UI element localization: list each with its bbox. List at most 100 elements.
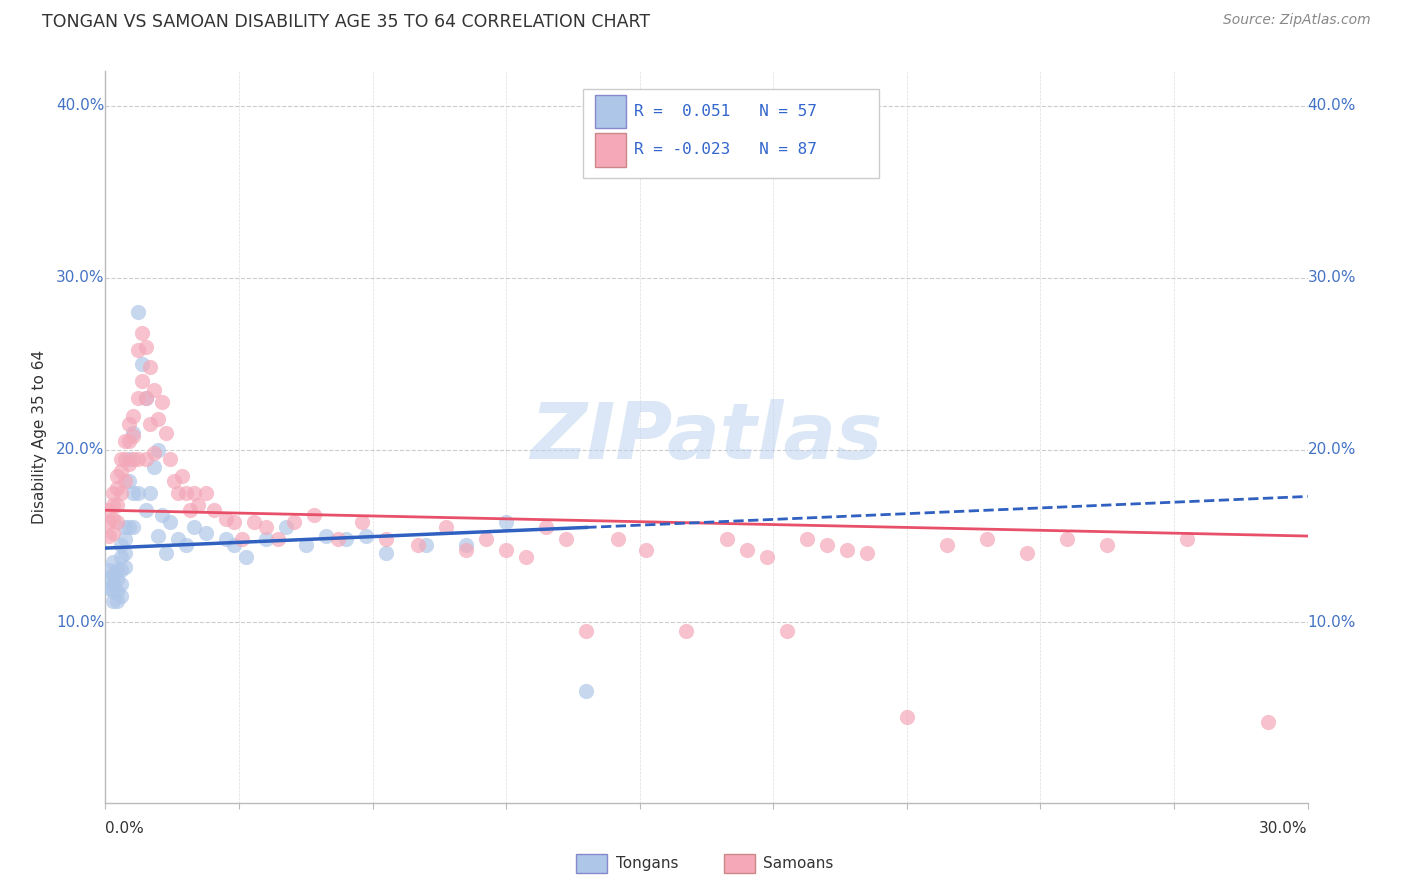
Point: [1097, 538, 1119, 552]
Point: [495, 542, 517, 557]
Point: [315, 529, 337, 543]
Point: [335, 533, 357, 547]
Point: [194, 525, 217, 540]
Text: ZIPatlas: ZIPatlas: [530, 399, 883, 475]
Point: [187, 498, 209, 512]
Point: [159, 516, 181, 530]
Point: [103, 486, 125, 500]
Point: [114, 451, 136, 466]
Point: [127, 343, 149, 358]
Point: [110, 464, 132, 478]
Text: Tongans: Tongans: [616, 856, 678, 871]
Point: [138, 360, 160, 375]
Point: [127, 486, 149, 500]
Point: [98, 564, 121, 578]
Point: [166, 533, 188, 547]
Point: [254, 533, 277, 547]
Point: [114, 533, 136, 547]
Point: [495, 516, 517, 530]
Point: [155, 425, 177, 440]
Point: [107, 468, 129, 483]
Point: [214, 533, 236, 547]
Point: [354, 529, 377, 543]
Point: [114, 546, 136, 560]
Point: [114, 560, 136, 574]
Point: [454, 538, 477, 552]
Point: [179, 503, 201, 517]
Point: [776, 624, 799, 638]
Point: [146, 412, 169, 426]
Point: [146, 529, 169, 543]
Point: [235, 549, 257, 564]
Point: [103, 577, 125, 591]
Point: [475, 533, 498, 547]
Point: [107, 594, 129, 608]
Point: [755, 549, 778, 564]
Point: [138, 486, 160, 500]
Text: 30.0%: 30.0%: [1308, 270, 1355, 285]
Point: [142, 383, 165, 397]
Text: TONGAN VS SAMOAN DISABILITY AGE 35 TO 64 CORRELATION CHART: TONGAN VS SAMOAN DISABILITY AGE 35 TO 64…: [42, 13, 651, 31]
Point: [406, 538, 429, 552]
Point: [454, 542, 477, 557]
Point: [283, 516, 305, 530]
Point: [103, 512, 125, 526]
Point: [118, 451, 141, 466]
Point: [122, 409, 145, 423]
Point: [835, 542, 858, 557]
Point: [302, 508, 325, 523]
Point: [107, 572, 129, 586]
Point: [150, 508, 173, 523]
Point: [350, 516, 373, 530]
Point: [142, 460, 165, 475]
Point: [815, 538, 838, 552]
Point: [636, 542, 658, 557]
Point: [976, 533, 998, 547]
Point: [114, 520, 136, 534]
Point: [98, 516, 121, 530]
Point: [534, 520, 557, 534]
Point: [174, 486, 197, 500]
Point: [214, 512, 236, 526]
Point: [98, 503, 121, 517]
Point: [326, 533, 349, 547]
Point: [135, 503, 157, 517]
Point: [222, 538, 245, 552]
Point: [374, 546, 398, 560]
Point: [1017, 546, 1039, 560]
Point: [122, 520, 145, 534]
Text: 30.0%: 30.0%: [56, 270, 104, 285]
Text: 20.0%: 20.0%: [56, 442, 104, 458]
Point: [118, 457, 141, 471]
Point: [575, 684, 598, 698]
Point: [254, 520, 277, 534]
Text: R = -0.023   N = 87: R = -0.023 N = 87: [634, 143, 817, 157]
Point: [107, 481, 129, 495]
Point: [114, 434, 136, 449]
Text: Disability Age 35 to 64: Disability Age 35 to 64: [32, 350, 46, 524]
Text: Source: ZipAtlas.com: Source: ZipAtlas.com: [1223, 13, 1371, 28]
Point: [138, 417, 160, 432]
Point: [110, 577, 132, 591]
Point: [107, 498, 129, 512]
Point: [118, 417, 141, 432]
Point: [122, 425, 145, 440]
Point: [103, 566, 125, 581]
Point: [1257, 714, 1279, 729]
Point: [103, 498, 125, 512]
Point: [374, 533, 398, 547]
Point: [607, 533, 630, 547]
Point: [796, 533, 818, 547]
Point: [131, 326, 153, 340]
Point: [107, 564, 129, 578]
Point: [122, 486, 145, 500]
Point: [415, 538, 437, 552]
Point: [150, 394, 173, 409]
Point: [155, 546, 177, 560]
Point: [575, 624, 598, 638]
Point: [166, 486, 188, 500]
Text: R =  0.051   N = 57: R = 0.051 N = 57: [634, 104, 817, 119]
Point: [114, 474, 136, 488]
Point: [170, 468, 193, 483]
Point: [222, 516, 245, 530]
